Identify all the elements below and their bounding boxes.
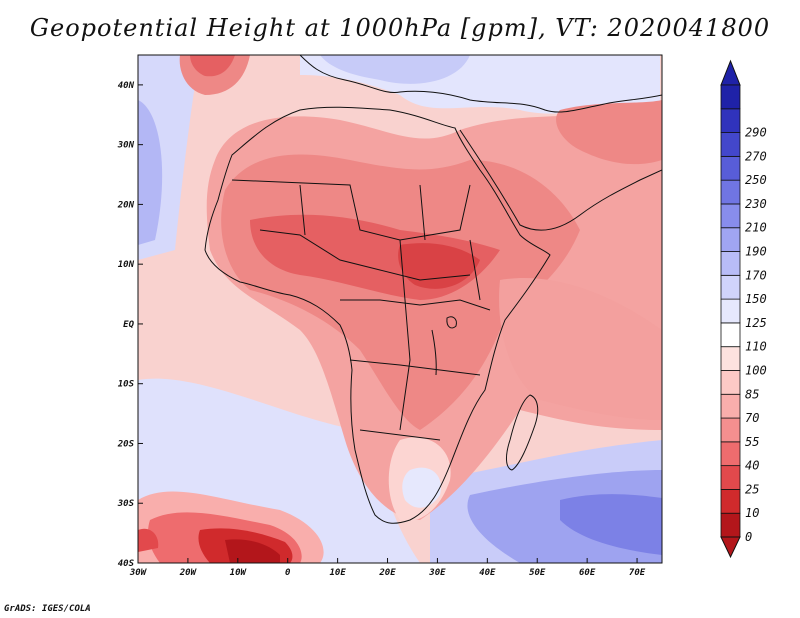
lat-tick-label: 40S <box>118 559 135 569</box>
lon-tick-label: 20W <box>179 568 198 578</box>
colorbar-level-label: 170 <box>745 268 767 282</box>
colorbar-level-label: 85 <box>745 387 759 401</box>
colorbar-level-label: 210 <box>745 221 767 235</box>
colorbar-bin <box>720 346 741 371</box>
colorbar-bin <box>720 132 741 157</box>
lon-tick-label: 20E <box>378 568 396 578</box>
lon-tick-label: 0 <box>285 568 291 578</box>
colorbar-bin <box>720 179 741 205</box>
lake-victoria <box>446 316 457 329</box>
colorbar-level-label: 150 <box>745 292 767 306</box>
colorbar-bin <box>720 251 741 276</box>
coastlines <box>204 55 662 524</box>
colorbar-bin <box>720 465 741 490</box>
colorbar-level-label: 10 <box>745 506 759 520</box>
border <box>399 239 411 431</box>
lon-tick-label: 40E <box>479 568 496 578</box>
lon-tick-label: 70E <box>629 568 646 578</box>
colorbar-bin <box>720 489 741 514</box>
colorbar-level-label: 0 <box>745 530 752 544</box>
longitude-axis: 30W 20W 10W 0 10E 20E 30E 40E 50E 60E 70E <box>129 558 646 578</box>
lat-tick-label: 30S <box>117 499 135 509</box>
lon-tick-label: 30W <box>129 568 148 578</box>
colorbar-bin <box>720 370 741 395</box>
colorbar-level-label: 100 <box>745 363 767 377</box>
colorbar-level-label: 290 <box>745 126 767 140</box>
border <box>340 299 491 311</box>
lat-tick-label: 20N <box>117 200 135 210</box>
lat-tick-label: 40N <box>118 81 135 91</box>
lat-tick-label: 10N <box>118 260 135 270</box>
lat-tick-label: 20S <box>117 439 135 449</box>
colorbar-bin <box>720 512 741 538</box>
lake-tanganyika <box>431 329 437 376</box>
colorbar: 0 10 25 40 55 70 85 100 110 125 150 170 190 210 230 250… <box>720 59 767 559</box>
lon-tick-label: 10W <box>230 568 248 578</box>
arabia-coastline <box>459 129 662 231</box>
africa-coastline <box>204 106 551 524</box>
colorbar-level-label: 70 <box>745 411 759 425</box>
colorbar-level-label: 110 <box>745 340 767 354</box>
lat-tick-label: EQ <box>123 320 134 330</box>
madagascar-coastline <box>506 394 539 471</box>
colorbar-over-arrow <box>720 59 741 86</box>
colorbar-bin <box>720 203 741 229</box>
lon-tick-label: 60E <box>579 568 596 578</box>
colorbar-level-label: 270 <box>745 149 767 163</box>
lon-tick-label: 50E <box>529 568 546 578</box>
colorbar-level-label: 25 <box>745 482 759 496</box>
plot-frame <box>137 54 663 564</box>
lat-tick-label: 10S <box>118 380 135 390</box>
colorbar-bin <box>720 417 741 443</box>
colorbar-bin <box>720 393 741 419</box>
colorbar-level-label: 190 <box>745 245 767 259</box>
border <box>299 184 481 301</box>
colorbar-level-label: 55 <box>745 435 759 449</box>
colorbar-bin <box>720 155 741 181</box>
colorbar-level-label: 230 <box>745 197 767 211</box>
colorbar-under-arrow <box>720 536 741 559</box>
colorbar-level-label: 125 <box>745 316 767 330</box>
border <box>349 359 481 376</box>
border <box>231 179 471 241</box>
colorbar-bin <box>720 298 741 324</box>
geopotential-field <box>138 55 662 563</box>
border <box>359 429 441 441</box>
grads-credit: GrADS: IGES/COLA <box>4 604 91 614</box>
europe-coastline <box>299 55 662 113</box>
colorbar-bin <box>720 108 741 133</box>
latitude-axis: 40N 30N 20N 10N EQ 10S 20S 30S 40S <box>117 81 143 569</box>
colorbar-bin <box>720 84 741 110</box>
map-title: Geopotential Height at 1000hPa [gpm], VT… <box>29 14 771 42</box>
colorbar-level-label: 40 <box>745 459 759 473</box>
colorbar-level-label: 250 <box>745 173 767 187</box>
colorbar-bin <box>720 441 741 467</box>
lon-tick-label: 30E <box>428 568 446 578</box>
border <box>259 229 471 281</box>
colorbar-bin <box>720 322 741 348</box>
colorbar-bin <box>720 227 741 252</box>
lat-tick-label: 30N <box>117 141 135 151</box>
colorbar-bin <box>720 274 741 300</box>
lon-tick-label: 10E <box>329 568 346 578</box>
